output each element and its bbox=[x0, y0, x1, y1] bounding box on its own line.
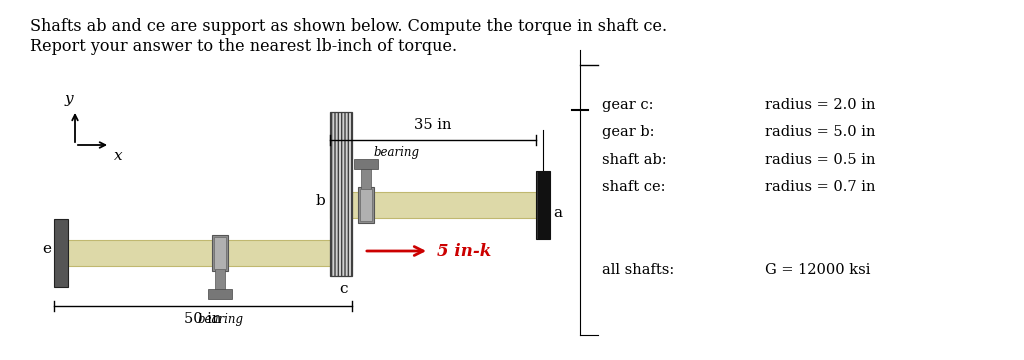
Text: e: e bbox=[42, 242, 51, 256]
Text: Report your answer to the nearest lb-inch of torque.: Report your answer to the nearest lb-inc… bbox=[30, 38, 457, 55]
Bar bbox=[208, 289, 232, 299]
Text: radius = 2.0 in: radius = 2.0 in bbox=[765, 98, 876, 112]
Bar bbox=[330, 192, 536, 218]
Bar bbox=[360, 189, 372, 221]
Text: gear b:: gear b: bbox=[602, 125, 654, 139]
Bar bbox=[361, 167, 371, 189]
Bar bbox=[54, 219, 68, 287]
Text: gear c:: gear c: bbox=[602, 98, 653, 112]
Text: all shafts:: all shafts: bbox=[602, 263, 674, 277]
Bar bbox=[215, 269, 225, 291]
Text: c: c bbox=[339, 282, 347, 296]
Text: 35 in: 35 in bbox=[415, 118, 452, 132]
Text: radius = 5.0 in: radius = 5.0 in bbox=[765, 125, 876, 139]
Bar bbox=[538, 171, 550, 239]
Text: a: a bbox=[553, 206, 562, 220]
Bar bbox=[68, 240, 352, 266]
Text: x: x bbox=[114, 149, 123, 163]
Bar bbox=[358, 187, 374, 223]
Bar bbox=[330, 112, 352, 276]
Text: 50 in: 50 in bbox=[184, 312, 222, 326]
Text: radius = 0.5 in: radius = 0.5 in bbox=[765, 153, 876, 167]
Text: bearing: bearing bbox=[197, 313, 243, 326]
Text: y: y bbox=[65, 92, 74, 106]
Text: Shafts ab and ce are support as shown below. Compute the torque in shaft ce.: Shafts ab and ce are support as shown be… bbox=[30, 18, 667, 35]
Bar bbox=[214, 237, 226, 269]
Text: radius = 0.7 in: radius = 0.7 in bbox=[765, 180, 876, 194]
Text: G = 12000 ksi: G = 12000 ksi bbox=[765, 263, 870, 277]
Bar bbox=[536, 171, 550, 239]
Text: b: b bbox=[315, 194, 325, 208]
Bar bbox=[212, 235, 228, 271]
Bar bbox=[354, 159, 378, 169]
Text: 5 in-k: 5 in-k bbox=[437, 243, 492, 260]
Text: shaft ce:: shaft ce: bbox=[602, 180, 666, 194]
Text: shaft ab:: shaft ab: bbox=[602, 153, 667, 167]
Text: bearing: bearing bbox=[374, 146, 420, 159]
